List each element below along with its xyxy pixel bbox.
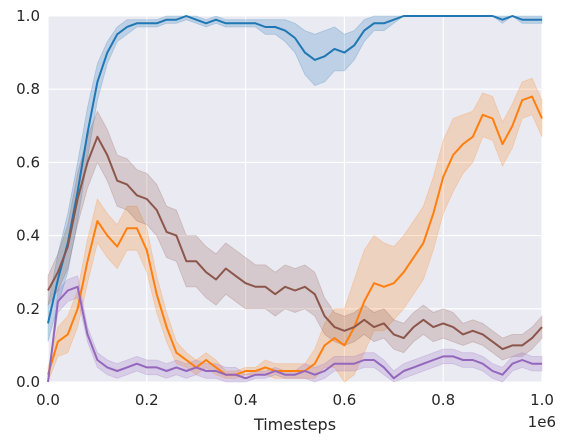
y-tick-label: 1.0 bbox=[16, 7, 40, 25]
x-tick-label: 1.0 bbox=[530, 391, 554, 409]
x-tick-label: 0.8 bbox=[431, 391, 455, 409]
series-lines bbox=[47, 15, 543, 383]
series-4-line bbox=[47, 285, 542, 383]
x-axis-offset-label: 1e6 bbox=[528, 413, 556, 431]
y-tick-label: 0.6 bbox=[16, 153, 40, 171]
y-tick-label: 0.8 bbox=[16, 80, 40, 98]
x-tick-labels: 0.0 0.2 0.4 0.6 0.8 1.0 bbox=[36, 391, 554, 409]
series-1-line bbox=[47, 15, 542, 324]
series-2-line bbox=[47, 95, 543, 376]
y-tick-label: 0.2 bbox=[16, 300, 40, 318]
y-tick-label: 0.0 bbox=[16, 373, 40, 391]
series-2-confidence-band bbox=[47, 77, 543, 383]
x-tick-label: 0.0 bbox=[36, 391, 60, 409]
series-1-confidence-band bbox=[47, 15, 543, 342]
plot-background bbox=[48, 16, 542, 382]
x-tick-label: 0.2 bbox=[135, 391, 159, 409]
y-tick-label: 0.4 bbox=[16, 227, 40, 245]
series-3-line bbox=[47, 135, 543, 351]
x-tick-label: 0.6 bbox=[332, 391, 356, 409]
x-axis-label: Timesteps bbox=[253, 415, 336, 434]
y-tick-labels: 0.0 0.2 0.4 0.6 0.8 1.0 bbox=[16, 7, 40, 391]
x-tick-label: 0.4 bbox=[234, 391, 258, 409]
